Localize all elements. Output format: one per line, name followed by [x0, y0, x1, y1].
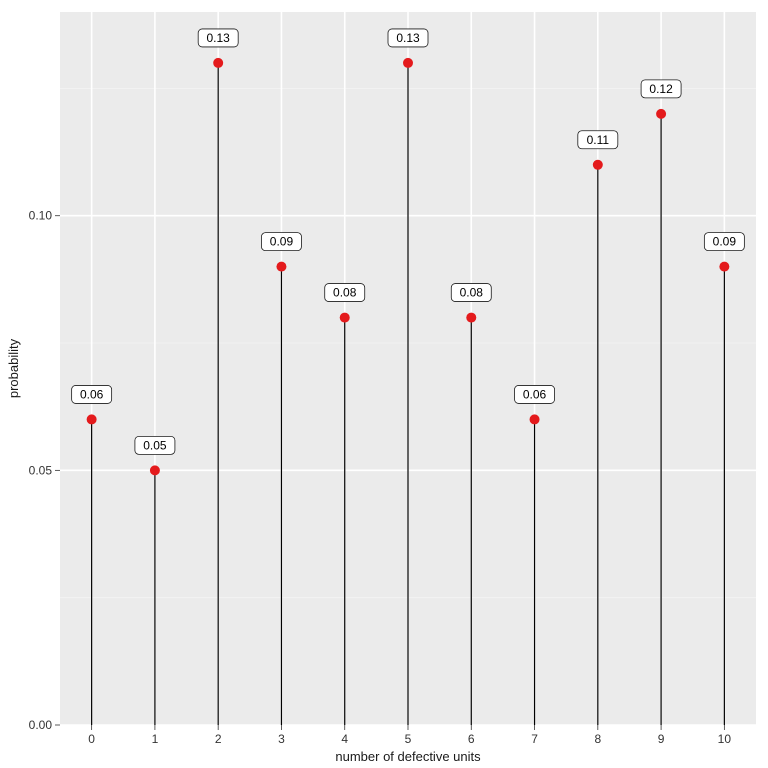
- chart-svg: 0.06 0.05 0.13 0.09 0.08 0.13 0.08 0.06 0.11 0.12…: [0, 0, 768, 768]
- x-tick-label: 3: [278, 732, 285, 746]
- value-label: 0.11: [587, 133, 610, 147]
- x-tick-label: 5: [405, 732, 412, 746]
- y-axis-title: probability: [6, 338, 21, 398]
- y-tick-label: 0.10: [29, 209, 53, 223]
- data-point: [466, 313, 476, 323]
- data-point: [87, 414, 97, 424]
- data-point: [656, 109, 666, 119]
- data-point: [340, 313, 350, 323]
- value-label: 0.12: [649, 82, 673, 96]
- x-axis-title: number of defective units: [335, 749, 481, 764]
- data-point: [276, 262, 286, 272]
- value-label: 0.05: [143, 438, 167, 452]
- x-tick-label: 2: [215, 732, 222, 746]
- data-point: [403, 58, 413, 68]
- data-point: [530, 414, 540, 424]
- value-label: 0.08: [333, 286, 357, 300]
- x-tick-label: 0: [88, 732, 95, 746]
- y-tick-label: 0.05: [29, 463, 53, 477]
- value-label: 0.13: [207, 31, 231, 45]
- x-tick-label: 9: [658, 732, 665, 746]
- data-point: [719, 262, 729, 272]
- value-label: 0.09: [713, 235, 737, 249]
- x-tick-label: 8: [594, 732, 601, 746]
- x-tick-label: 4: [341, 732, 348, 746]
- value-label: 0.06: [80, 387, 104, 401]
- x-tick-label: 6: [468, 732, 475, 746]
- value-label: 0.09: [270, 235, 294, 249]
- data-point: [213, 58, 223, 68]
- data-point: [150, 465, 160, 475]
- value-label: 0.08: [460, 286, 484, 300]
- x-tick-label: 1: [152, 732, 159, 746]
- x-tick-label: 7: [531, 732, 538, 746]
- value-label: 0.06: [523, 387, 547, 401]
- data-point: [593, 160, 603, 170]
- y-tick-label: 0.00: [29, 718, 53, 732]
- value-label: 0.13: [396, 31, 420, 45]
- probability-lollipop-chart: { "chart": { "type": "lollipop", "xlabel…: [0, 0, 768, 768]
- x-tick-label: 10: [718, 732, 732, 746]
